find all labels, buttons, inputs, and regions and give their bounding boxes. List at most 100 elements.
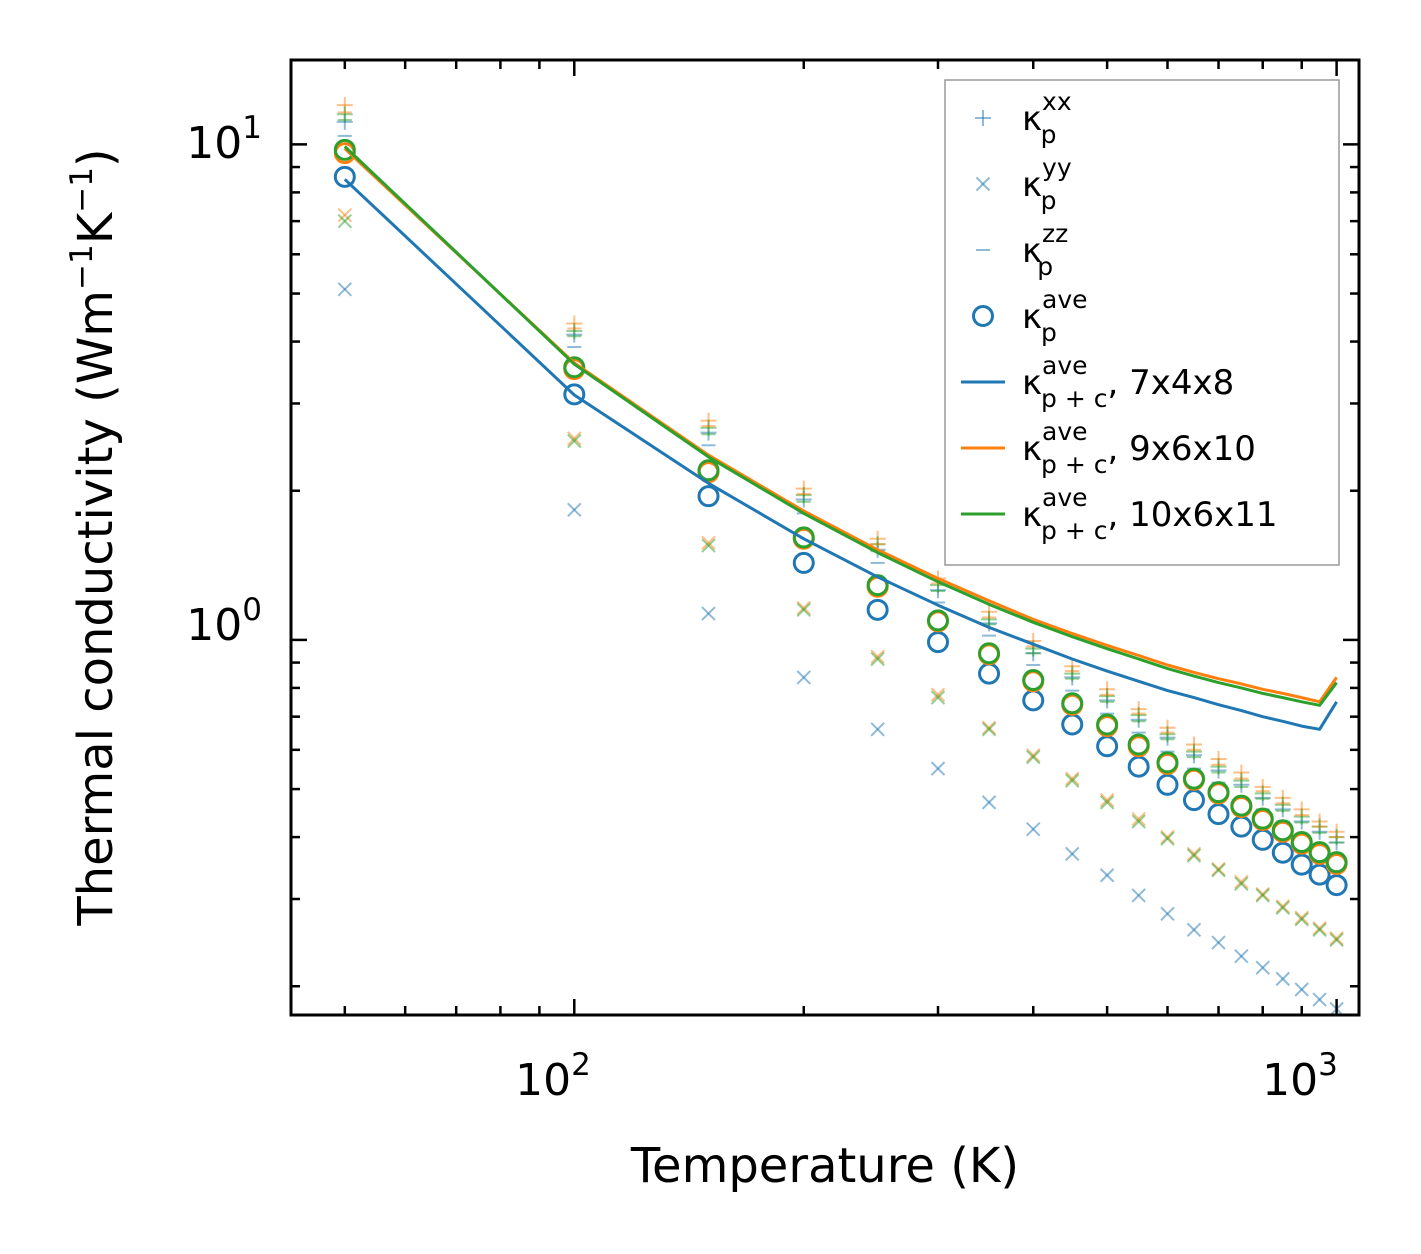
series-line--p-c-ave-9x6x10 — [343, 147, 1338, 704]
legend-entry-2: κzz p — [976, 219, 1068, 281]
point--p-yy-7x4x8-50 — [337, 282, 353, 297]
point--p-yy-9x6x10-350 — [981, 720, 997, 735]
point--p-yy-9x6x10-1000 — [1329, 931, 1344, 946]
point--p-yy-7x4x8-350 — [981, 795, 997, 810]
point--p-ave-7x4x8-950 — [1308, 863, 1331, 886]
legend-entry-1: κyy p — [975, 153, 1072, 215]
point--p-yy-9x6x10-400 — [1026, 748, 1041, 763]
point--p-yy-7x4x8-550 — [1131, 888, 1146, 903]
point--p-yy-10x6x11-1000 — [1329, 932, 1344, 948]
point--p-yy-7x4x8-200 — [796, 670, 811, 685]
point--p-yy-10x6x11-550 — [1131, 814, 1146, 829]
point--p-yy-10x6x11-300 — [930, 690, 946, 705]
point--p-yy-9x6x10-250 — [870, 649, 885, 664]
point--p-yy-10x6x11-150 — [701, 538, 716, 553]
point--p-ave-10x6x11-100 — [563, 356, 586, 379]
point--p-ave-10x6x11-750 — [1230, 794, 1253, 817]
legend-marker-circle — [972, 305, 994, 327]
y-tick-label-10: 101 — [186, 110, 262, 169]
y-axis-label: Thermal conductivity (Wm−1K−1) — [64, 148, 124, 926]
point--p-ave-7x4x8-250 — [866, 598, 889, 621]
point--p-yy-9x6x10-450 — [1065, 771, 1080, 786]
point--p-ave-10x6x11-400 — [1022, 669, 1045, 692]
legend-entry-5: κave p + c, 9x6x10 — [961, 417, 1256, 479]
point--p-yy-9x6x10-900 — [1294, 910, 1309, 925]
point--p-yy-10x6x11-250 — [870, 651, 885, 667]
point--p-ave-10x6x11-700 — [1207, 781, 1230, 804]
point--p-yy-9x6x10-200 — [796, 600, 811, 616]
point--p-ave-10x6x11-950 — [1308, 841, 1331, 864]
point--p-ave-10x6x11-850 — [1271, 819, 1294, 842]
point--p-yy-9x6x10-150 — [701, 535, 716, 551]
point--p-yy-9x6x10-650 — [1186, 846, 1202, 862]
point--p-yy-9x6x10-100 — [567, 431, 582, 446]
point--p-yy-10x6x11-600 — [1160, 831, 1175, 846]
data-layer — [333, 97, 1348, 1015]
point--p-yy-9x6x10-850 — [1275, 899, 1291, 914]
point--p-yy-7x4x8-300 — [930, 761, 946, 776]
legend-label: κxx p — [1022, 87, 1072, 149]
point--p-ave-10x6x11-300 — [927, 609, 950, 632]
point--p-ave-10x6x11-200 — [792, 526, 815, 549]
legend-box — [944, 79, 1340, 566]
point--p-yy-7x4x8-600 — [1160, 906, 1175, 922]
point--p-ave-10x6x11-450 — [1061, 692, 1084, 715]
point--p-yy-10x6x11-950 — [1312, 922, 1327, 938]
point--p-xx-10x6x11-150 — [700, 419, 717, 436]
point--p-ave-10x6x11-150 — [697, 459, 720, 482]
x-tick-label-1000: 103 — [1262, 1047, 1338, 1106]
point--p-yy-7x4x8-800 — [1255, 960, 1270, 975]
x-tick-label-100: 102 — [515, 1047, 591, 1106]
legend-entry-0: κxx p — [975, 87, 1072, 149]
series-line--p-c-ave-10x6x11 — [343, 145, 1338, 707]
point--p-yy-10x6x11-450 — [1065, 773, 1080, 788]
point--p-yy-10x6x11-850 — [1275, 900, 1291, 915]
point--p-ave-10x6x11-550 — [1127, 733, 1150, 756]
point--p-ave-10x6x11-600 — [1156, 751, 1179, 774]
point--p-yy-10x6x11-750 — [1234, 876, 1249, 891]
legend-label: κave p — [1022, 285, 1088, 347]
point--p-yy-9x6x10-600 — [1160, 829, 1175, 845]
point--p-yy-7x4x8-100 — [567, 502, 582, 518]
legend-entry-4: κave p + c, 7x4x8 — [961, 351, 1234, 413]
plot-frame — [289, 58, 1361, 1017]
point--p-yy-7x4x8-400 — [1026, 821, 1041, 837]
point--p-yy-10x6x11-100 — [567, 433, 582, 449]
point--p-yy-7x4x8-900 — [1294, 982, 1309, 997]
point--p-ave-10x6x11-350 — [978, 642, 1001, 665]
point--p-yy-7x4x8-650 — [1186, 922, 1202, 938]
legend-marker-x — [975, 176, 991, 192]
legend-entry-3: κave p — [972, 285, 1088, 347]
point--p-yy-9x6x10-950 — [1312, 920, 1327, 936]
legend-marker-plus — [975, 110, 991, 126]
point--p-yy-10x6x11-700 — [1211, 862, 1226, 878]
point--p-ave-7x4x8-900 — [1290, 853, 1313, 876]
point--p-ave-7x4x8-700 — [1207, 803, 1230, 826]
point--p-yy-7x4x8-750 — [1234, 948, 1249, 964]
point--p-ave-7x4x8-200 — [792, 551, 815, 574]
point--p-ave-7x4x8-300 — [927, 631, 950, 654]
point--p-yy-7x4x8-450 — [1065, 846, 1080, 862]
legend-entry-6: κave p + c, 10x6x11 — [961, 483, 1278, 545]
legend-label: κave p + c, 9x6x10 — [1022, 417, 1256, 479]
point--p-yy-10x6x11-400 — [1026, 749, 1041, 765]
series-line--p-c-ave-7x4x8 — [343, 178, 1338, 731]
point--p-yy-10x6x11-500 — [1099, 795, 1115, 810]
point--p-yy-7x4x8-950 — [1312, 992, 1327, 1007]
point--p-ave-7x4x8-600 — [1156, 773, 1179, 796]
point--p-ave-10x6x11-650 — [1182, 767, 1205, 790]
point--p-ave-7x4x8-50 — [333, 165, 356, 188]
point--p-yy-9x6x10-300 — [930, 687, 946, 702]
point--p-yy-10x6x11-50 — [337, 213, 353, 229]
x-axis-label: Temperature (K) — [630, 1138, 1019, 1194]
point--p-ave-10x6x11-800 — [1251, 807, 1274, 830]
point--p-ave-10x6x11-500 — [1096, 713, 1119, 736]
point--p-ave-7x4x8-1000 — [1325, 874, 1348, 897]
legend-label: κzz p — [1022, 219, 1068, 281]
legend-label: κyy p — [1022, 153, 1072, 215]
point--p-yy-7x4x8-500 — [1099, 868, 1115, 883]
point--p-yy-7x4x8-150 — [701, 606, 716, 621]
point--p-xx-10x6x11-200 — [795, 487, 812, 504]
